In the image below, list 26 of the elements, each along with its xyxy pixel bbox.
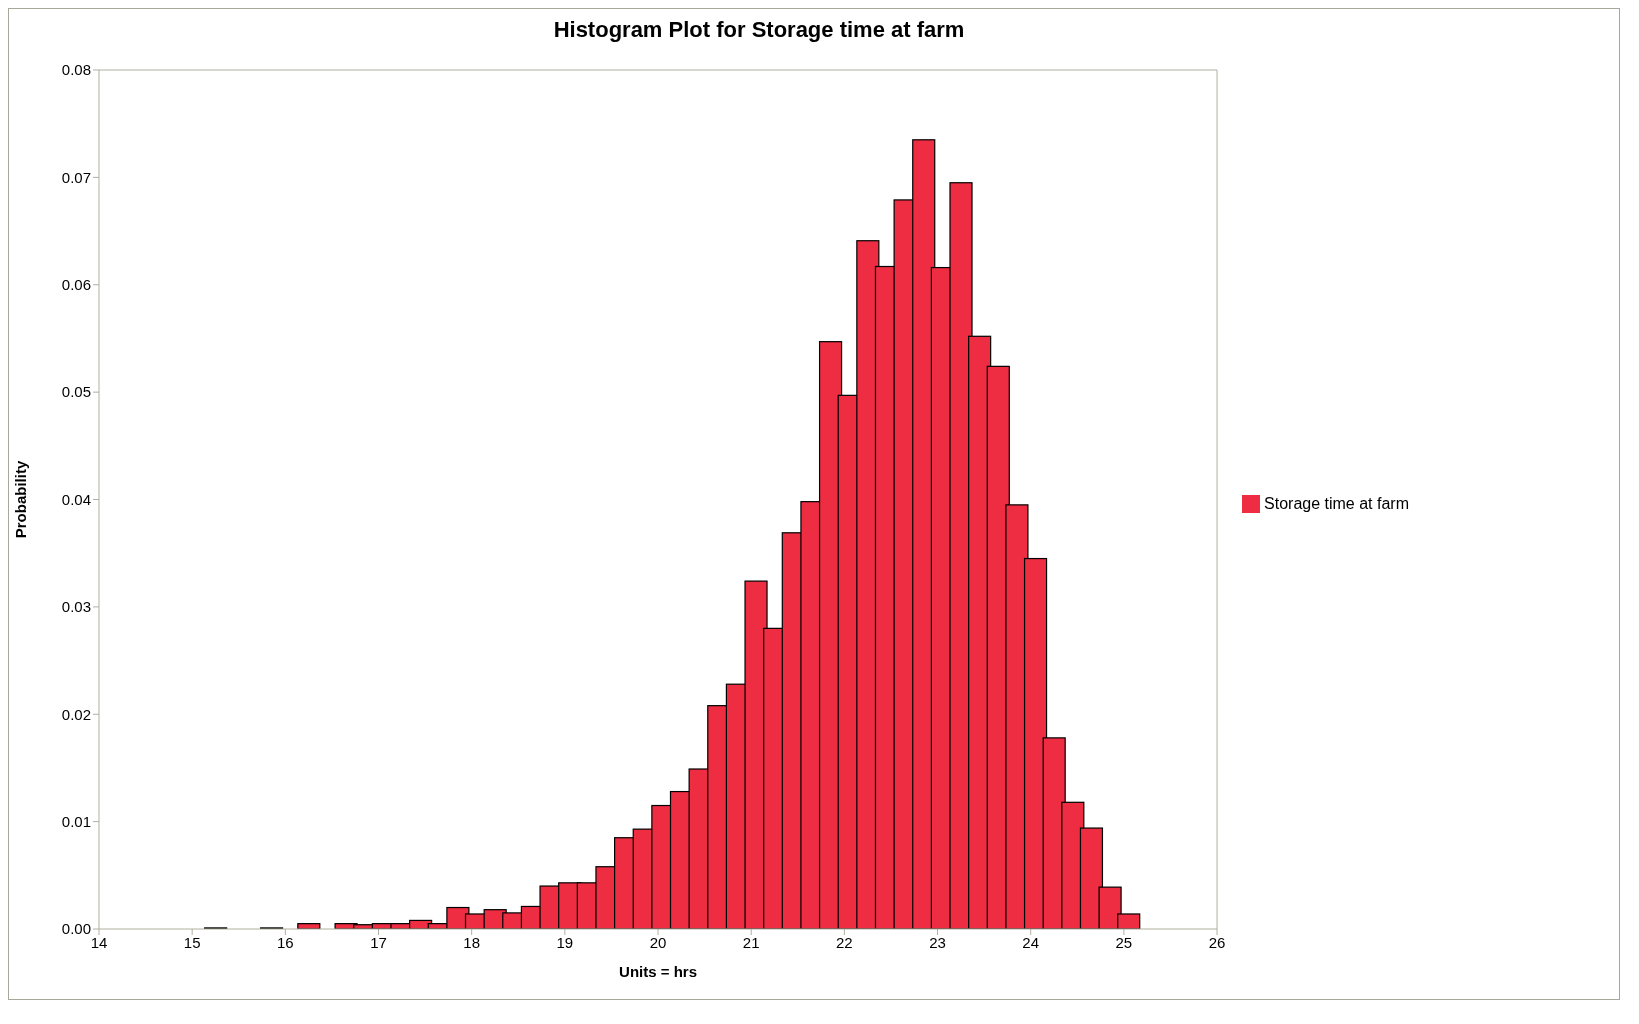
x-tick-label: 26	[1208, 933, 1226, 951]
y-tick-label: 0.04	[61, 490, 91, 508]
x-tick-label: 14	[90, 933, 108, 951]
x-tick-label: 15	[183, 933, 201, 951]
x-tick-label: 25	[1115, 933, 1133, 951]
y-tick-label: 0.00	[61, 920, 91, 938]
x-tick-label: 22	[836, 933, 853, 951]
x-tick-label: 23	[929, 933, 946, 951]
y-tick-label: 0.01	[61, 812, 91, 830]
x-tick-label: 17	[370, 933, 387, 951]
legend-label: Storage time at farm	[1264, 494, 1409, 512]
chart-title: Histogram Plot for Storage time at farm	[552, 17, 966, 43]
x-tick-label: 16	[277, 933, 294, 951]
y-tick-label: 0.08	[61, 61, 91, 79]
x-tick-label: 19	[556, 933, 574, 951]
x-tick-label: 18	[463, 933, 481, 951]
x-tick-label: 21	[742, 933, 760, 951]
y-axis-title: Probability	[12, 460, 30, 539]
y-tick-label: 0.03	[61, 598, 91, 616]
y-tick-label: 0.06	[61, 276, 91, 294]
y-tick-label: 0.05	[61, 383, 91, 401]
y-tick-label: 0.07	[61, 168, 91, 186]
x-tick-label: 24	[1022, 933, 1040, 951]
x-axis-title: Units = hrs	[619, 963, 697, 980]
y-tick-label: 0.02	[61, 705, 91, 723]
x-tick-label: 20	[649, 933, 667, 951]
